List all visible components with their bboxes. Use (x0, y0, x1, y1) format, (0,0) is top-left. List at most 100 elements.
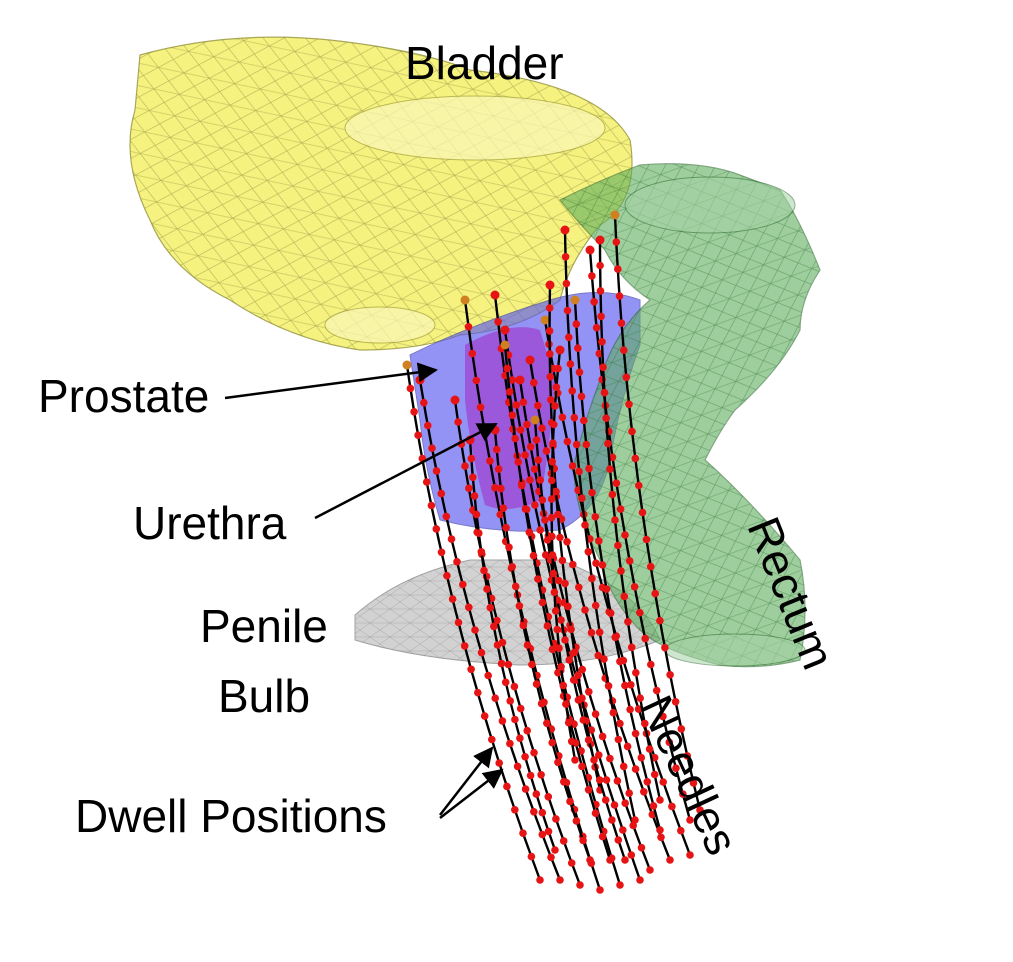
dwell-position-dot (470, 492, 479, 500)
needles-group (402, 210, 704, 894)
dwell-position-dot (550, 588, 559, 597)
dwell-position-dot (542, 447, 551, 455)
dwell-position-dot (595, 235, 605, 245)
dwell-position-dot (552, 487, 560, 496)
dwell-position-dot (686, 851, 694, 859)
dwell-position-dot (432, 467, 441, 475)
dwell-position-dot (620, 346, 628, 355)
dwell-position-dot (650, 770, 659, 779)
dwell-position-dot (538, 496, 547, 504)
dwell-position-dot (636, 608, 644, 617)
dwell-position-dot (476, 403, 485, 412)
dwell-position-dot (689, 779, 698, 787)
dwell-position-dot (410, 408, 418, 416)
dwell-position-dot (534, 575, 542, 583)
dwell-position-dot (414, 431, 422, 440)
dwell-position-dot (574, 344, 582, 353)
dwell-position-dot (595, 537, 603, 545)
dwell-position-dot (574, 671, 582, 679)
dwell-position-dot (427, 501, 436, 510)
dwell-position-dot (492, 445, 501, 454)
dwell-position-dot (624, 618, 632, 626)
dwell-position-dot (523, 420, 531, 429)
dwell-position-dot (503, 782, 511, 791)
dwell-position-dot (467, 665, 475, 674)
dwell-position-dot (523, 726, 531, 735)
dwell-position-dot (521, 505, 530, 513)
dwell-position-dot (569, 560, 577, 569)
dwell-position-dot (564, 602, 572, 611)
dwell-position-dot (594, 651, 602, 660)
dwell-position-dot (591, 601, 600, 610)
dwell-position-dot (569, 676, 578, 684)
dwell-position-dot (585, 245, 595, 255)
dwell-position-dot (532, 436, 541, 444)
dwell-position-dot (459, 580, 467, 589)
dwell-position-dot (448, 595, 457, 603)
dwell-position-dot (526, 476, 534, 484)
dwell-position-dot (491, 694, 500, 702)
dwell-position-dot (617, 567, 625, 575)
dwell-position-dot (515, 375, 525, 385)
dwell-position-dot (598, 561, 607, 569)
dwell-position-dot (548, 476, 556, 485)
dwell-position-dot (447, 535, 456, 543)
dwell-position-dot (562, 700, 570, 708)
dwell-position-dot (460, 642, 469, 650)
dwell-position-dot (591, 710, 600, 718)
dwell-position-dot (615, 292, 624, 300)
dwell-position-dot (656, 796, 664, 804)
dwell-position-dot (422, 478, 431, 486)
dwell-position-dot (613, 777, 622, 785)
dwell-position-dot (595, 751, 603, 759)
dwell-position-dot (620, 592, 629, 601)
dwell-position-dot (608, 816, 616, 824)
dwell-position-dot (571, 756, 579, 764)
dwell-position-dot (651, 589, 659, 598)
dwell-position-dot (545, 304, 554, 312)
dwell-position-dot (610, 801, 619, 809)
dwell-position-dot (659, 778, 667, 786)
dwell-position-dot (587, 628, 596, 637)
dwell-position-dot (563, 306, 572, 315)
bladder-shape (129, 36, 633, 351)
dwell-position-dot (437, 548, 446, 557)
dwell-position-dot (551, 402, 559, 410)
dwell-position-dot (528, 660, 536, 669)
dwell-position-dot (579, 836, 587, 845)
dwell-position-dot (659, 712, 667, 721)
dwell-position-dot (610, 210, 620, 220)
dwell-position-dot (480, 712, 489, 720)
dwell-position-dot (600, 655, 608, 663)
dwell-position-dot (592, 559, 600, 567)
dwell-position-dot (554, 668, 562, 677)
dwell-position-dot (506, 697, 514, 705)
dwell-position-dot (424, 421, 432, 430)
dwell-position-dot (546, 373, 554, 381)
dwell-position-dot (614, 265, 622, 273)
dwell-position-dot (506, 739, 514, 748)
dwell-position-dot (584, 736, 593, 744)
dwell-position-dot (500, 325, 510, 335)
dwell-position-dot (567, 625, 575, 634)
dwell-position-dot (565, 333, 573, 342)
dwell-position-dot (591, 513, 600, 521)
dwell-position-dot (503, 364, 512, 373)
dwell-position-dot (428, 444, 436, 453)
dwell-position-dot (546, 350, 554, 358)
dwell-position-dot (548, 458, 556, 466)
dwell-position-dot (541, 516, 549, 524)
dwell-position-dot (477, 548, 486, 556)
dwell-position-dot (606, 465, 614, 473)
dwell-position-dot (516, 734, 524, 742)
dwell-position-dot (631, 454, 640, 463)
dwell-position-dot (493, 641, 502, 649)
dwell-position-dot (578, 762, 586, 771)
dwell-position-dot (559, 837, 568, 845)
dwell-position-dot (437, 489, 446, 498)
dwell-position-dot (497, 659, 506, 668)
dwell-position-dot (582, 440, 591, 449)
dwell-position-dot (511, 434, 519, 443)
dwell-position-dot (538, 830, 547, 839)
